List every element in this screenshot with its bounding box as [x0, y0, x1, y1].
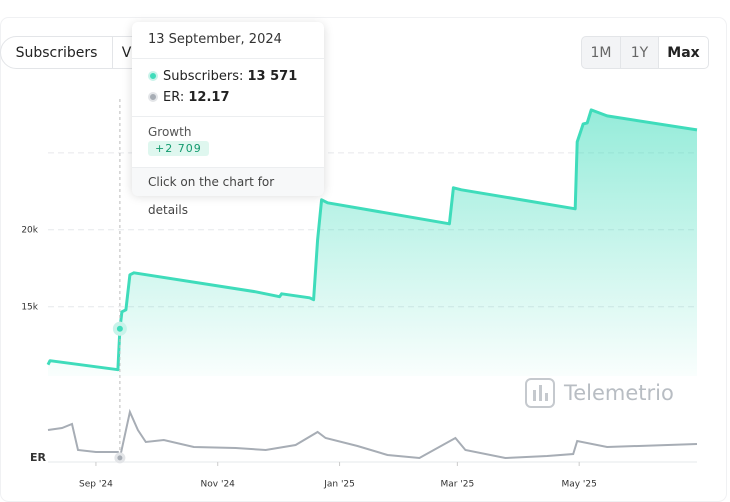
x-tick-label: Nov '24 — [201, 480, 236, 490]
growth-value: +2 709 — [148, 141, 209, 156]
tooltip-hint: Click on the chart for details — [132, 167, 324, 217]
tab[interactable]: Subscribers — [0, 36, 113, 69]
y-tick-label: 20k — [21, 225, 38, 235]
er-line — [47, 408, 698, 462]
range-button[interactable]: 1Y — [620, 36, 659, 69]
value: 12.17 — [188, 90, 230, 105]
watermark-text: Telemetrio — [563, 381, 674, 405]
er-label: ER — [30, 451, 47, 464]
hover-point — [114, 452, 126, 464]
x-tick-label: Mar '25 — [440, 480, 474, 490]
tooltip: 13 September, 2024 Subscribers: 13 571 E… — [132, 22, 324, 217]
y-tick-label: 15k — [21, 302, 38, 312]
x-tick-label: Jan '25 — [323, 480, 355, 490]
x-tick-label: Sep '24 — [79, 480, 113, 490]
tooltip-date: 13 September, 2024 — [148, 32, 282, 47]
growth-label: Growth — [148, 125, 192, 139]
tooltip-row: ER: 12.17 — [148, 90, 308, 116]
range-button[interactable]: Max — [658, 36, 709, 69]
area-fill — [48, 109, 697, 377]
tooltip-row: Subscribers: 13 571 — [148, 69, 308, 90]
range-button[interactable]: 1M — [581, 36, 621, 69]
label: Subscribers: — [163, 69, 244, 84]
line — [46, 108, 698, 372]
value: 13 571 — [247, 69, 298, 84]
watermark: Telemetrio — [525, 378, 674, 408]
x-tick-label: May '25 — [561, 480, 596, 490]
label: ER: — [163, 90, 185, 105]
hover-point — [112, 321, 127, 336]
